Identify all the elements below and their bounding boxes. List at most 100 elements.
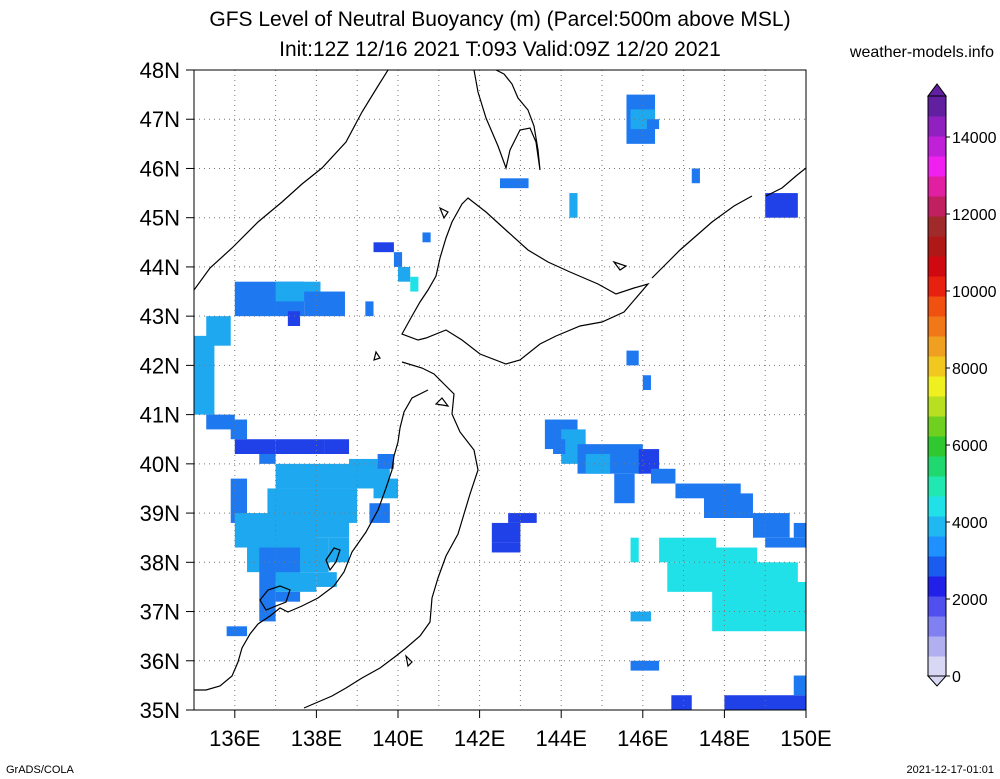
- field-cell: [793, 522, 806, 538]
- colorbar-segment: [928, 396, 946, 417]
- field-cell: [626, 350, 639, 366]
- colorbar-segment: [928, 236, 946, 257]
- field-cell: [422, 232, 431, 243]
- colorbar: 0 2000 4000 6000 8000 10000 12000 14000: [926, 83, 997, 687]
- lat-label: 48N: [140, 58, 180, 83]
- colorbar-segment: [928, 636, 946, 657]
- colorbar-segment: [928, 196, 946, 217]
- colorbar-segment: [928, 436, 946, 457]
- coastline-honshu-west: [194, 389, 429, 691]
- field-cell: [630, 611, 651, 622]
- lon-label: 146E: [617, 726, 668, 751]
- lat-label: 42N: [140, 353, 180, 378]
- lon-label: 142E: [454, 726, 505, 751]
- colorbar-segment: [928, 516, 946, 537]
- colorbar-label: 0: [952, 669, 961, 686]
- chart-title: GFS Level of Neutral Buoyancy (m) (Parce…: [209, 8, 791, 31]
- lon-label: 144E: [536, 726, 587, 751]
- field-cell: [630, 660, 660, 671]
- colorbar-segment: [928, 156, 946, 177]
- colorbar-segment: [928, 616, 946, 637]
- field-cell: [194, 335, 215, 415]
- field-cell: [304, 291, 345, 317]
- field-cell: [287, 311, 301, 326]
- field-cell: [287, 513, 350, 538]
- field-cell: [365, 301, 374, 317]
- field-cell: [765, 537, 806, 548]
- field-cell: [373, 242, 394, 253]
- field-cell: [650, 468, 676, 484]
- coastline-hokkaido: [401, 197, 650, 365]
- field-cell: [638, 449, 660, 474]
- lat-label: 44N: [140, 255, 180, 280]
- colorbar-segment: [928, 336, 946, 357]
- field-cell: [393, 252, 403, 267]
- lat-label: 43N: [140, 304, 180, 329]
- field-cell: [765, 193, 798, 218]
- map-grid: [194, 70, 806, 710]
- field-cell: [642, 375, 651, 390]
- colorbar-low-arrow: [926, 675, 948, 687]
- chart-subtitle: Init:12Z 12/16 2021 T:093 Valid:09Z 12/2…: [279, 38, 721, 61]
- colorbar-segment: [928, 456, 946, 477]
- coastline-sado: [325, 547, 341, 572]
- lat-label: 35N: [140, 698, 180, 723]
- longitude-labels: 136E 138E 140E 142E 144E 146E 148E 150E: [209, 710, 832, 751]
- lat-label: 41N: [140, 403, 180, 428]
- coastline-kurils: [651, 167, 806, 279]
- field-cell: [275, 439, 325, 454]
- field-cell: [793, 675, 806, 696]
- field-cell: [410, 276, 419, 292]
- field-cell: [316, 572, 337, 587]
- field-cell: [553, 439, 566, 454]
- field-cell: [491, 522, 521, 543]
- field-cell: [585, 454, 611, 474]
- colorbar-segment: [928, 476, 946, 497]
- coastline-small-islands: [373, 206, 628, 668]
- field-cell: [275, 572, 317, 592]
- colorbar-label: 8000: [952, 361, 988, 378]
- field-cell: [349, 458, 378, 479]
- coastline-noto: [259, 585, 291, 611]
- field-cell: [704, 493, 753, 518]
- lat-label: 38N: [140, 550, 180, 575]
- field-cell: [398, 266, 411, 282]
- field-cell: [226, 626, 248, 637]
- field-cell: [752, 513, 790, 538]
- coastline-sakhalin: [473, 70, 541, 171]
- field-cell: [508, 513, 537, 523]
- field-cell: [259, 454, 276, 464]
- lat-label: 39N: [140, 501, 180, 526]
- lat-label: 46N: [140, 156, 180, 181]
- field-cell: [230, 478, 248, 523]
- lat-label: 40N: [140, 452, 180, 477]
- field-cell: [724, 601, 806, 617]
- lon-label: 150E: [780, 726, 831, 751]
- colorbar-segment: [928, 656, 946, 677]
- field-cell: [691, 547, 758, 582]
- footer-timestamp: 2021-12-17-01:01: [906, 764, 994, 776]
- colorbar-label: 10000: [952, 284, 997, 301]
- colorbar-segment: [928, 576, 946, 597]
- colorbar-segment: [928, 176, 946, 197]
- field-cell: [724, 695, 806, 710]
- coastline-asia: [194, 70, 389, 291]
- colorbar-high-arrow: [927, 83, 947, 97]
- field-cell: [630, 537, 639, 563]
- colorbar-label: 2000: [952, 592, 988, 609]
- colorbar-segment: [928, 376, 946, 397]
- field-cell: [259, 582, 276, 622]
- colorbar-frame: [927, 95, 947, 677]
- field-cell: [500, 178, 529, 189]
- field-cell: [206, 414, 235, 430]
- colorbar-segment: [928, 276, 946, 297]
- field-cell: [491, 542, 521, 553]
- latitude-labels: 48N 47N 46N 45N 44N 43N 42N 41N 40N 39N 38N 37N 36N 3…: [140, 58, 194, 723]
- lon-label: 136E: [209, 726, 260, 751]
- colorbar-segment: [928, 496, 946, 517]
- colorbar-segment: [928, 416, 946, 437]
- site-credit: weather-models.info: [849, 44, 994, 61]
- colorbar-segment: [928, 116, 946, 137]
- colorbar-segment: [928, 296, 946, 317]
